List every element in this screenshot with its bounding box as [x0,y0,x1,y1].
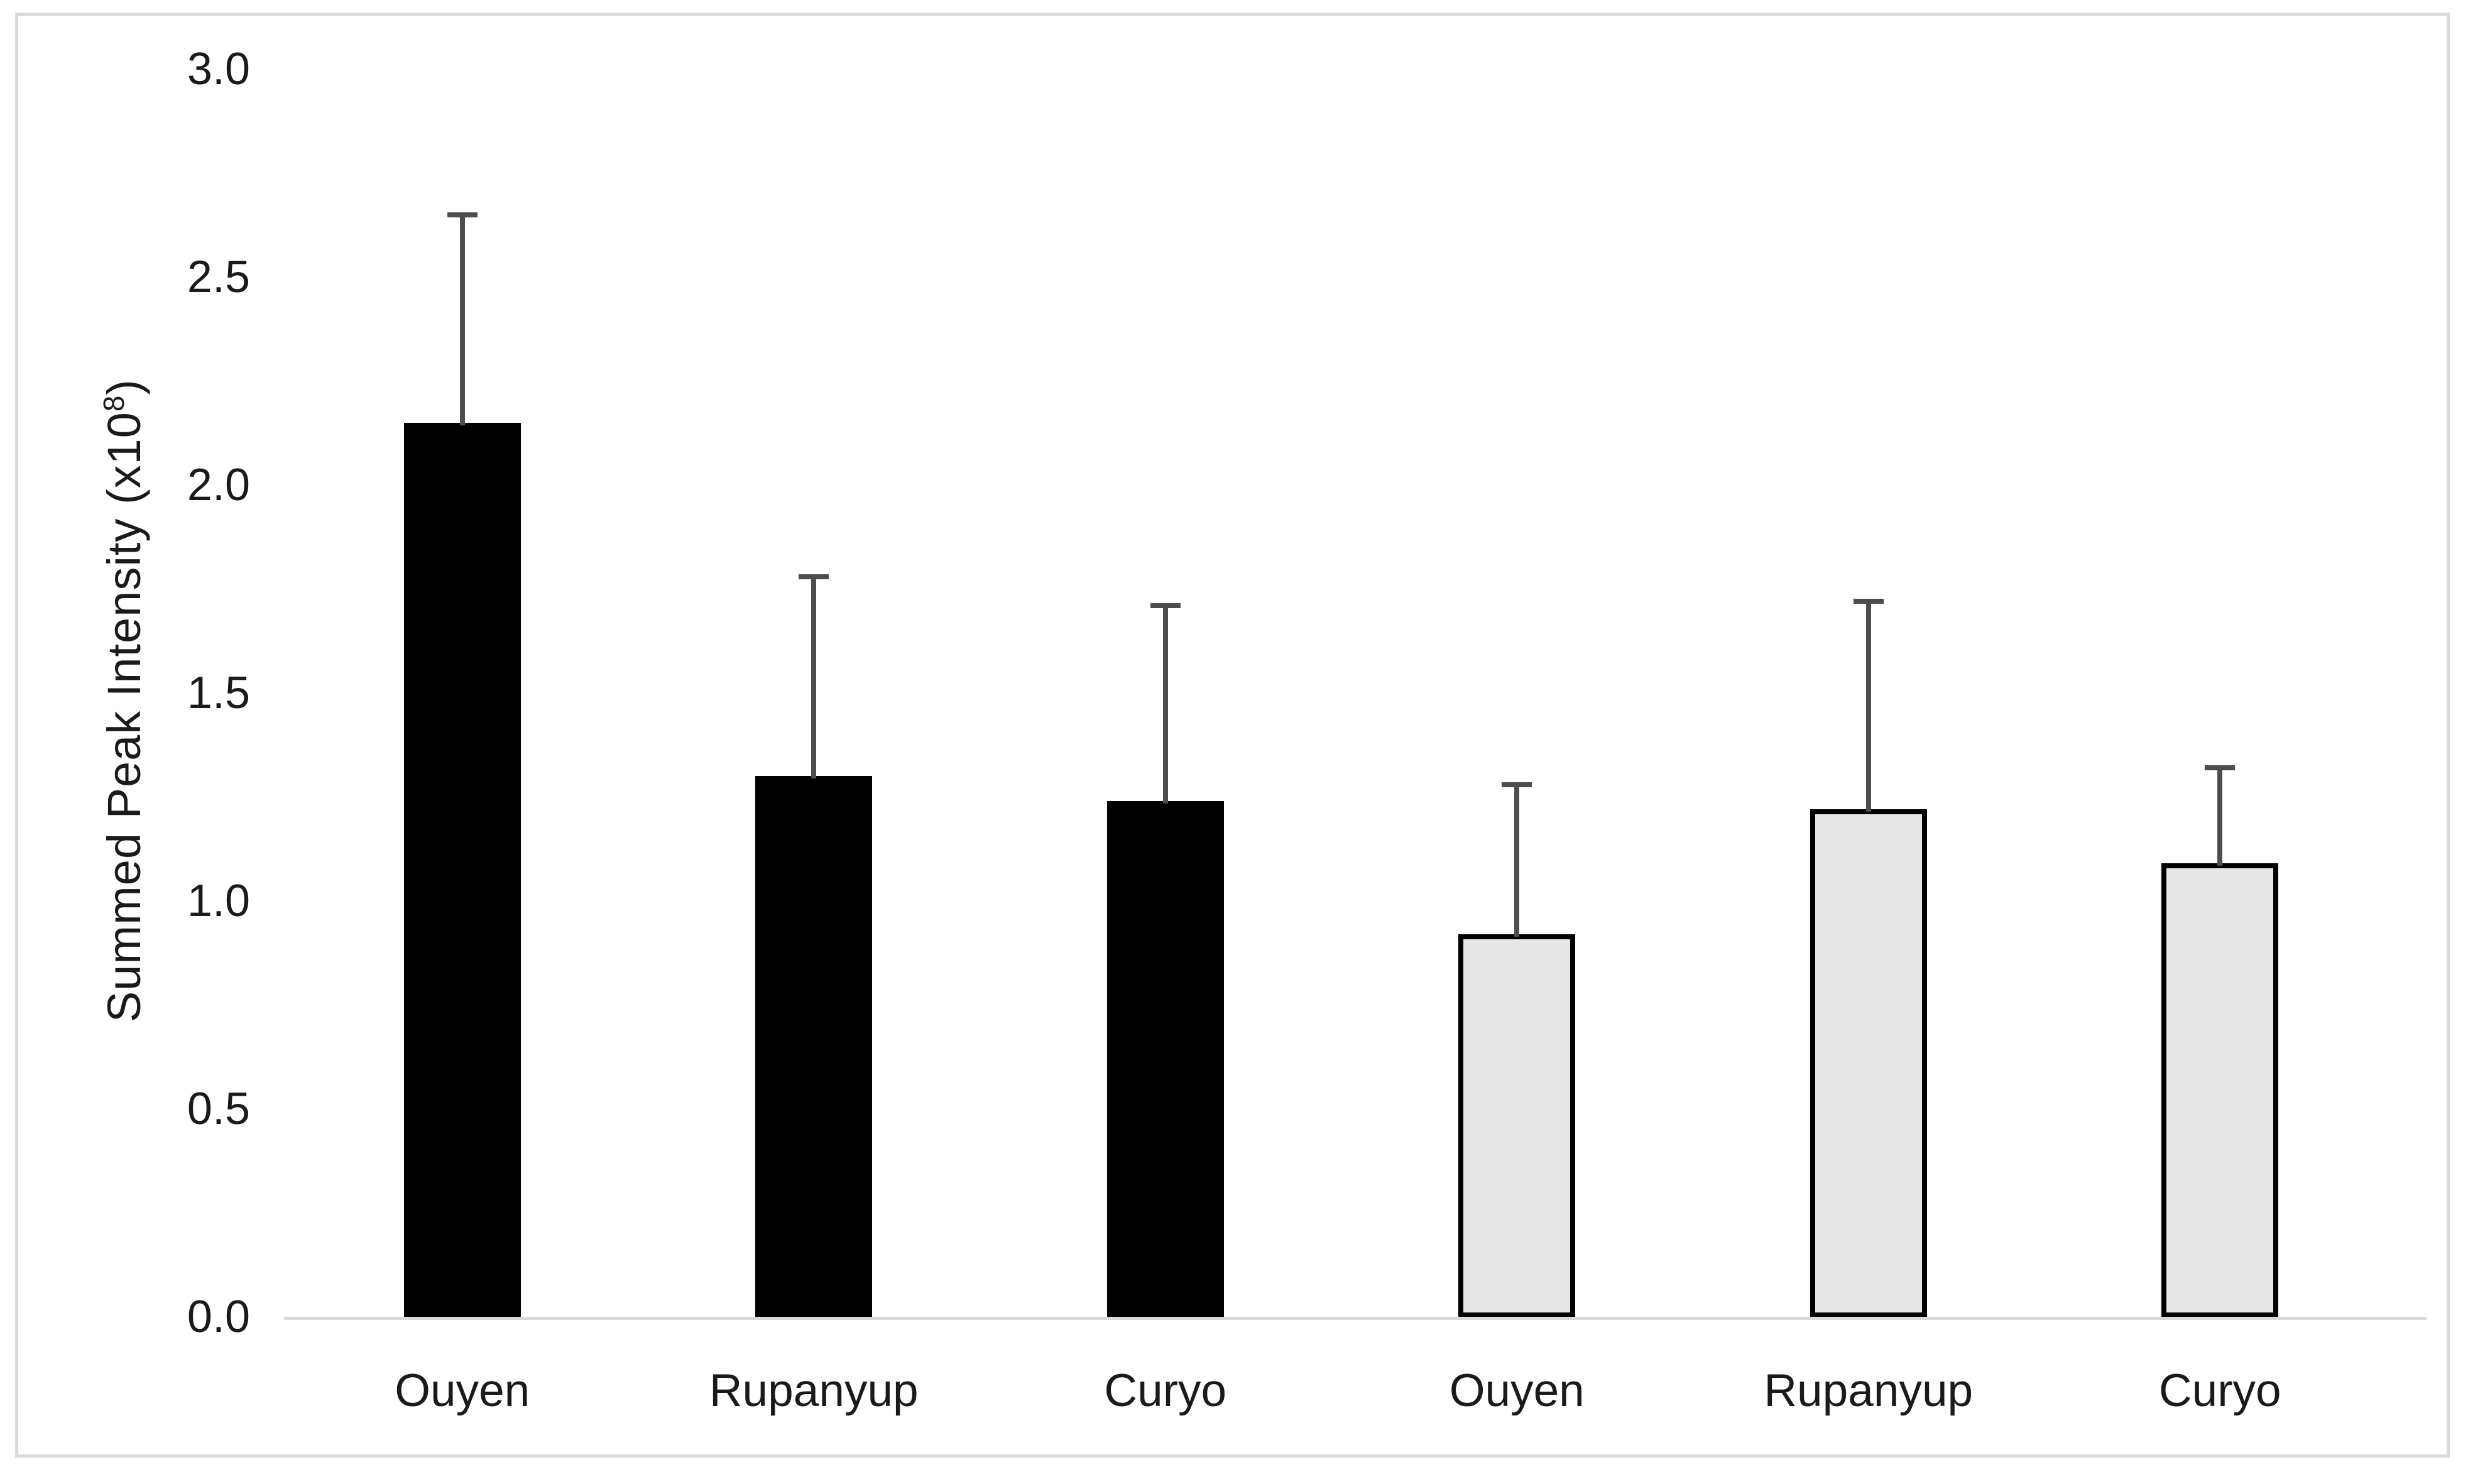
error-bar-cap [1502,782,1532,787]
error-bar-line [1865,601,1871,812]
x-axis-line [284,1317,2427,1320]
y-tick-label: 1.5 [187,668,250,718]
bar-group-1-curyo [1106,801,1224,1318]
y-axis-title-superscript: 8 [97,395,131,412]
y-tick-label: 0.5 [187,1084,250,1134]
error-bar-cap [799,574,829,579]
x-tick-label: Curyo [1104,1365,1227,1416]
x-tick-label: Ouyen [395,1365,530,1416]
y-tick-label: 2.0 [187,460,250,510]
error-bar-cap [2205,765,2236,771]
x-tick-label: Rupanyup [709,1365,919,1416]
y-axis-title-suffix: ) [97,378,150,395]
error-bar-cap [1853,599,1884,604]
figure-border [15,13,2450,1458]
y-tick-label: 1.0 [187,876,250,926]
error-bar-line [459,214,465,425]
error-bar-cap [447,212,478,217]
error-bar-cap [1150,603,1181,608]
bar-group-2-curyo [2161,863,2279,1318]
bar-group-1-ouyen [403,422,521,1318]
error-bar-line [1514,784,1520,937]
error-bar-line [811,576,817,779]
bar-group-1-rupanyup [755,776,873,1318]
y-tick-label: 3.0 [187,44,250,94]
x-tick-label: Curyo [2158,1365,2281,1416]
error-bar-line [2217,768,2223,866]
y-tick-label: 0.0 [187,1292,250,1342]
y-tick-label: 2.5 [187,252,250,302]
error-bar-line [1162,605,1168,804]
bar-group-2-ouyen [1458,934,1576,1318]
x-tick-label: Rupanyup [1764,1365,1974,1416]
bar-group-2-rupanyup [1810,809,1927,1318]
x-tick-label: Ouyen [1449,1365,1585,1416]
